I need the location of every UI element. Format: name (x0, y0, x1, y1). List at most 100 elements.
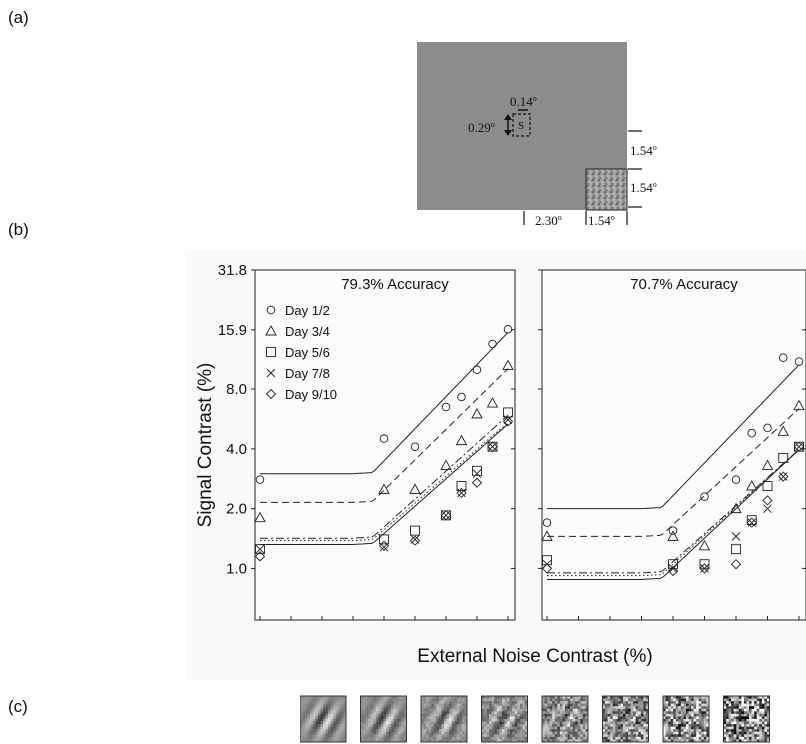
noise-cell (391, 719, 394, 722)
noise-cell (496, 716, 500, 720)
noise-cell (738, 706, 742, 709)
noise-cell (302, 731, 306, 735)
noise-cell (378, 711, 382, 715)
noise-cell (373, 734, 377, 738)
noise-cell (625, 724, 629, 727)
noise-cell (343, 701, 347, 704)
noise-cell (675, 721, 679, 725)
noise-cell (605, 711, 608, 715)
noise-cell (620, 711, 624, 715)
noise-cell (628, 703, 631, 707)
marker-triangle (761, 459, 774, 470)
noise-cell (514, 713, 518, 717)
noise-cell (343, 711, 347, 715)
noise-cell (380, 724, 384, 727)
noise-cell (517, 716, 521, 720)
noise-cell (703, 721, 707, 725)
noise-cell (428, 736, 432, 740)
noise-cell (451, 698, 455, 702)
noise-cell (501, 711, 505, 715)
noise-cell (494, 713, 498, 717)
noise-cell (393, 703, 397, 707)
noise-cell (766, 724, 770, 727)
noise-cell (519, 708, 523, 712)
noise-cell (723, 721, 727, 725)
noise-cell (542, 708, 545, 712)
noise-cell (386, 701, 389, 704)
noise-cell (519, 701, 523, 704)
noise-cell (549, 703, 553, 707)
noise-cell (340, 716, 344, 720)
noise-cell (378, 731, 382, 735)
noise-cell (486, 731, 490, 735)
noise-cell (582, 701, 586, 704)
noise-cell (436, 719, 440, 722)
noise-cell (733, 739, 737, 743)
noise-cell (431, 703, 434, 707)
noise-cell (675, 706, 679, 709)
noise-cell (300, 736, 303, 740)
noise-cell (522, 734, 526, 738)
noise-cell (444, 719, 447, 722)
noise-cell (673, 739, 676, 743)
noise-cell (643, 739, 647, 743)
noise-cell (317, 703, 321, 707)
noise-cell (340, 726, 344, 730)
noise-cell (504, 734, 508, 738)
noise-cell (630, 696, 634, 699)
noise-cell (496, 703, 500, 707)
chart-panel-2: 70.7% Accuracy (538, 269, 806, 621)
noise-sample-3 (420, 695, 468, 743)
fit-curve-1 (260, 332, 509, 475)
noise-cell (343, 713, 347, 717)
noise-cell (572, 701, 576, 704)
noise-cell (691, 703, 694, 707)
noise-cell (446, 734, 450, 738)
noise-cell (501, 706, 505, 709)
noise-cell (701, 721, 705, 725)
noise-cell (554, 726, 558, 730)
noise-cell (368, 731, 371, 735)
noise-cell (310, 711, 313, 715)
noise-cell (340, 701, 344, 704)
noise-cell (444, 729, 447, 732)
noise-cell (444, 736, 447, 740)
noise-cell (756, 696, 760, 699)
noise-cell (338, 701, 342, 704)
noise-cell (438, 696, 442, 699)
noise-cell (547, 696, 550, 699)
noise-cell (421, 721, 424, 725)
noise-cell (549, 734, 553, 738)
noise-cell (570, 721, 573, 725)
noise-cell (738, 731, 742, 735)
noise-cell (484, 711, 487, 715)
noise-cell (544, 726, 548, 730)
noise-cell (565, 729, 568, 732)
noise-cell (454, 739, 457, 743)
noise-cell (363, 716, 366, 720)
noise-cell (360, 736, 364, 740)
noise-cell (370, 711, 374, 715)
noise-cell (456, 698, 460, 702)
noise-cell (741, 724, 745, 727)
noise-cell (622, 696, 626, 699)
noise-cell (622, 719, 626, 722)
noise-cell (380, 721, 384, 725)
noise-cell (403, 696, 407, 699)
noise-cell (638, 736, 642, 740)
noise-cell (552, 708, 555, 712)
noise-cell (635, 711, 639, 715)
noise-cell (489, 724, 492, 727)
noise-cell (731, 711, 734, 715)
noise-cell (668, 716, 671, 720)
noise-cell (615, 698, 619, 702)
noise-cell (567, 703, 571, 707)
noise-cell (436, 701, 440, 704)
marker-diamond (730, 559, 742, 570)
noise-cell (559, 698, 563, 702)
noise-cell (454, 716, 457, 720)
noise-cell (522, 706, 526, 709)
noise-cell (751, 721, 755, 725)
noise-cell (441, 698, 445, 702)
noise-cell (562, 698, 566, 702)
